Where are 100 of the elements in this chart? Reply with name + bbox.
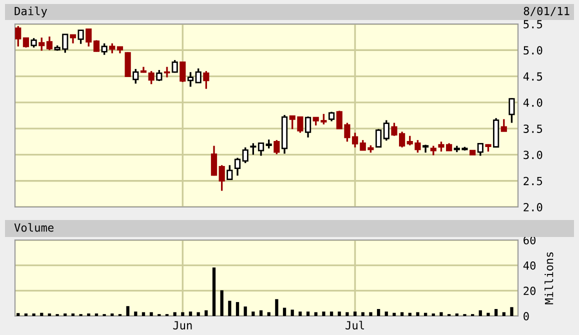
bar [267,312,270,316]
candlestick [234,157,241,176]
bar [275,299,278,316]
y-tick-label: 5.5 [524,20,542,28]
y-tick-label: 3.0 [524,150,542,160]
bar [486,312,490,316]
bar [150,312,153,316]
bar [384,312,388,316]
bar [416,312,420,316]
bar [181,312,184,316]
bar [478,310,482,316]
chart-title: Volume [14,223,54,232]
bar [290,310,294,316]
bar [212,267,216,316]
bar [392,312,396,316]
candlestick [46,36,53,51]
bar [338,312,341,316]
bar [502,312,506,316]
candlestick [477,142,484,157]
bar [48,313,52,316]
bar [173,312,176,316]
bar [361,312,364,316]
bar [110,313,114,316]
candlestick [218,164,225,192]
y-axis-title: Millions [544,252,554,304]
candlestick [148,70,154,85]
candlestick [22,37,30,48]
bar [236,302,240,316]
candlestick [109,42,116,54]
chart-title: Daily [14,6,48,18]
candlestick [195,68,202,84]
bar [196,312,200,316]
bar [322,312,326,316]
candlestick [226,164,233,181]
bar [510,307,514,316]
candlestick [78,29,84,45]
bar [244,306,247,316]
bar [32,313,36,316]
bar [220,290,224,316]
candlestick [15,25,22,48]
candlestick [86,28,92,48]
y-tick-label: 20 [524,286,536,296]
y-tick-label: 40 [523,261,536,270]
bar [424,312,428,316]
bar [408,312,412,316]
candlestick [210,144,218,176]
bar [259,310,263,316]
candlestick [500,118,507,132]
candlestick [101,42,108,56]
bar [400,312,404,316]
bar [94,313,98,316]
bar [252,312,255,316]
bar [87,313,90,316]
bar [24,313,28,316]
candlestick [383,119,390,142]
bar [455,313,458,316]
bar [71,313,75,316]
y-tick-label: 3.5 [524,124,542,133]
bar [330,312,334,316]
y-tick-label: 4.5 [523,72,542,81]
bar [134,312,138,316]
candlestick [187,71,194,88]
candlestick [124,51,131,78]
x-tick-label: Jun [173,321,192,330]
candlestick [258,142,264,157]
candlestick [164,66,170,78]
bar [40,312,44,316]
bar [314,312,318,316]
x-tick-label: Jul [346,320,364,330]
candlestick [250,142,256,156]
bar [282,308,286,316]
bar [142,312,146,316]
bar [494,309,498,316]
bar [126,306,130,316]
candlestick [38,36,45,52]
bar [353,312,357,316]
bar [188,312,192,316]
bar [228,300,232,316]
candlestick [30,37,37,48]
bar [369,312,372,316]
y-tick-label: 2.0 [524,203,542,212]
bar [432,313,435,316]
candlestick [375,128,382,148]
candlestick [172,59,178,74]
candlestick [274,139,280,156]
candlestick [93,39,100,53]
text: 8/01/11 [524,6,570,16]
y-tick-label: 2.5 [524,176,542,186]
candlestick [156,69,162,82]
bar [298,312,302,316]
bar [204,310,208,316]
candlestick [242,146,248,164]
candlestick [508,97,515,124]
candlestick [132,68,139,84]
y-tick-label: 5.0 [524,46,542,55]
y-tick-label: 4.0 [523,98,542,107]
bar [440,312,443,316]
candlestick [180,61,186,83]
candlestick [430,144,436,156]
candlestick [352,132,358,148]
